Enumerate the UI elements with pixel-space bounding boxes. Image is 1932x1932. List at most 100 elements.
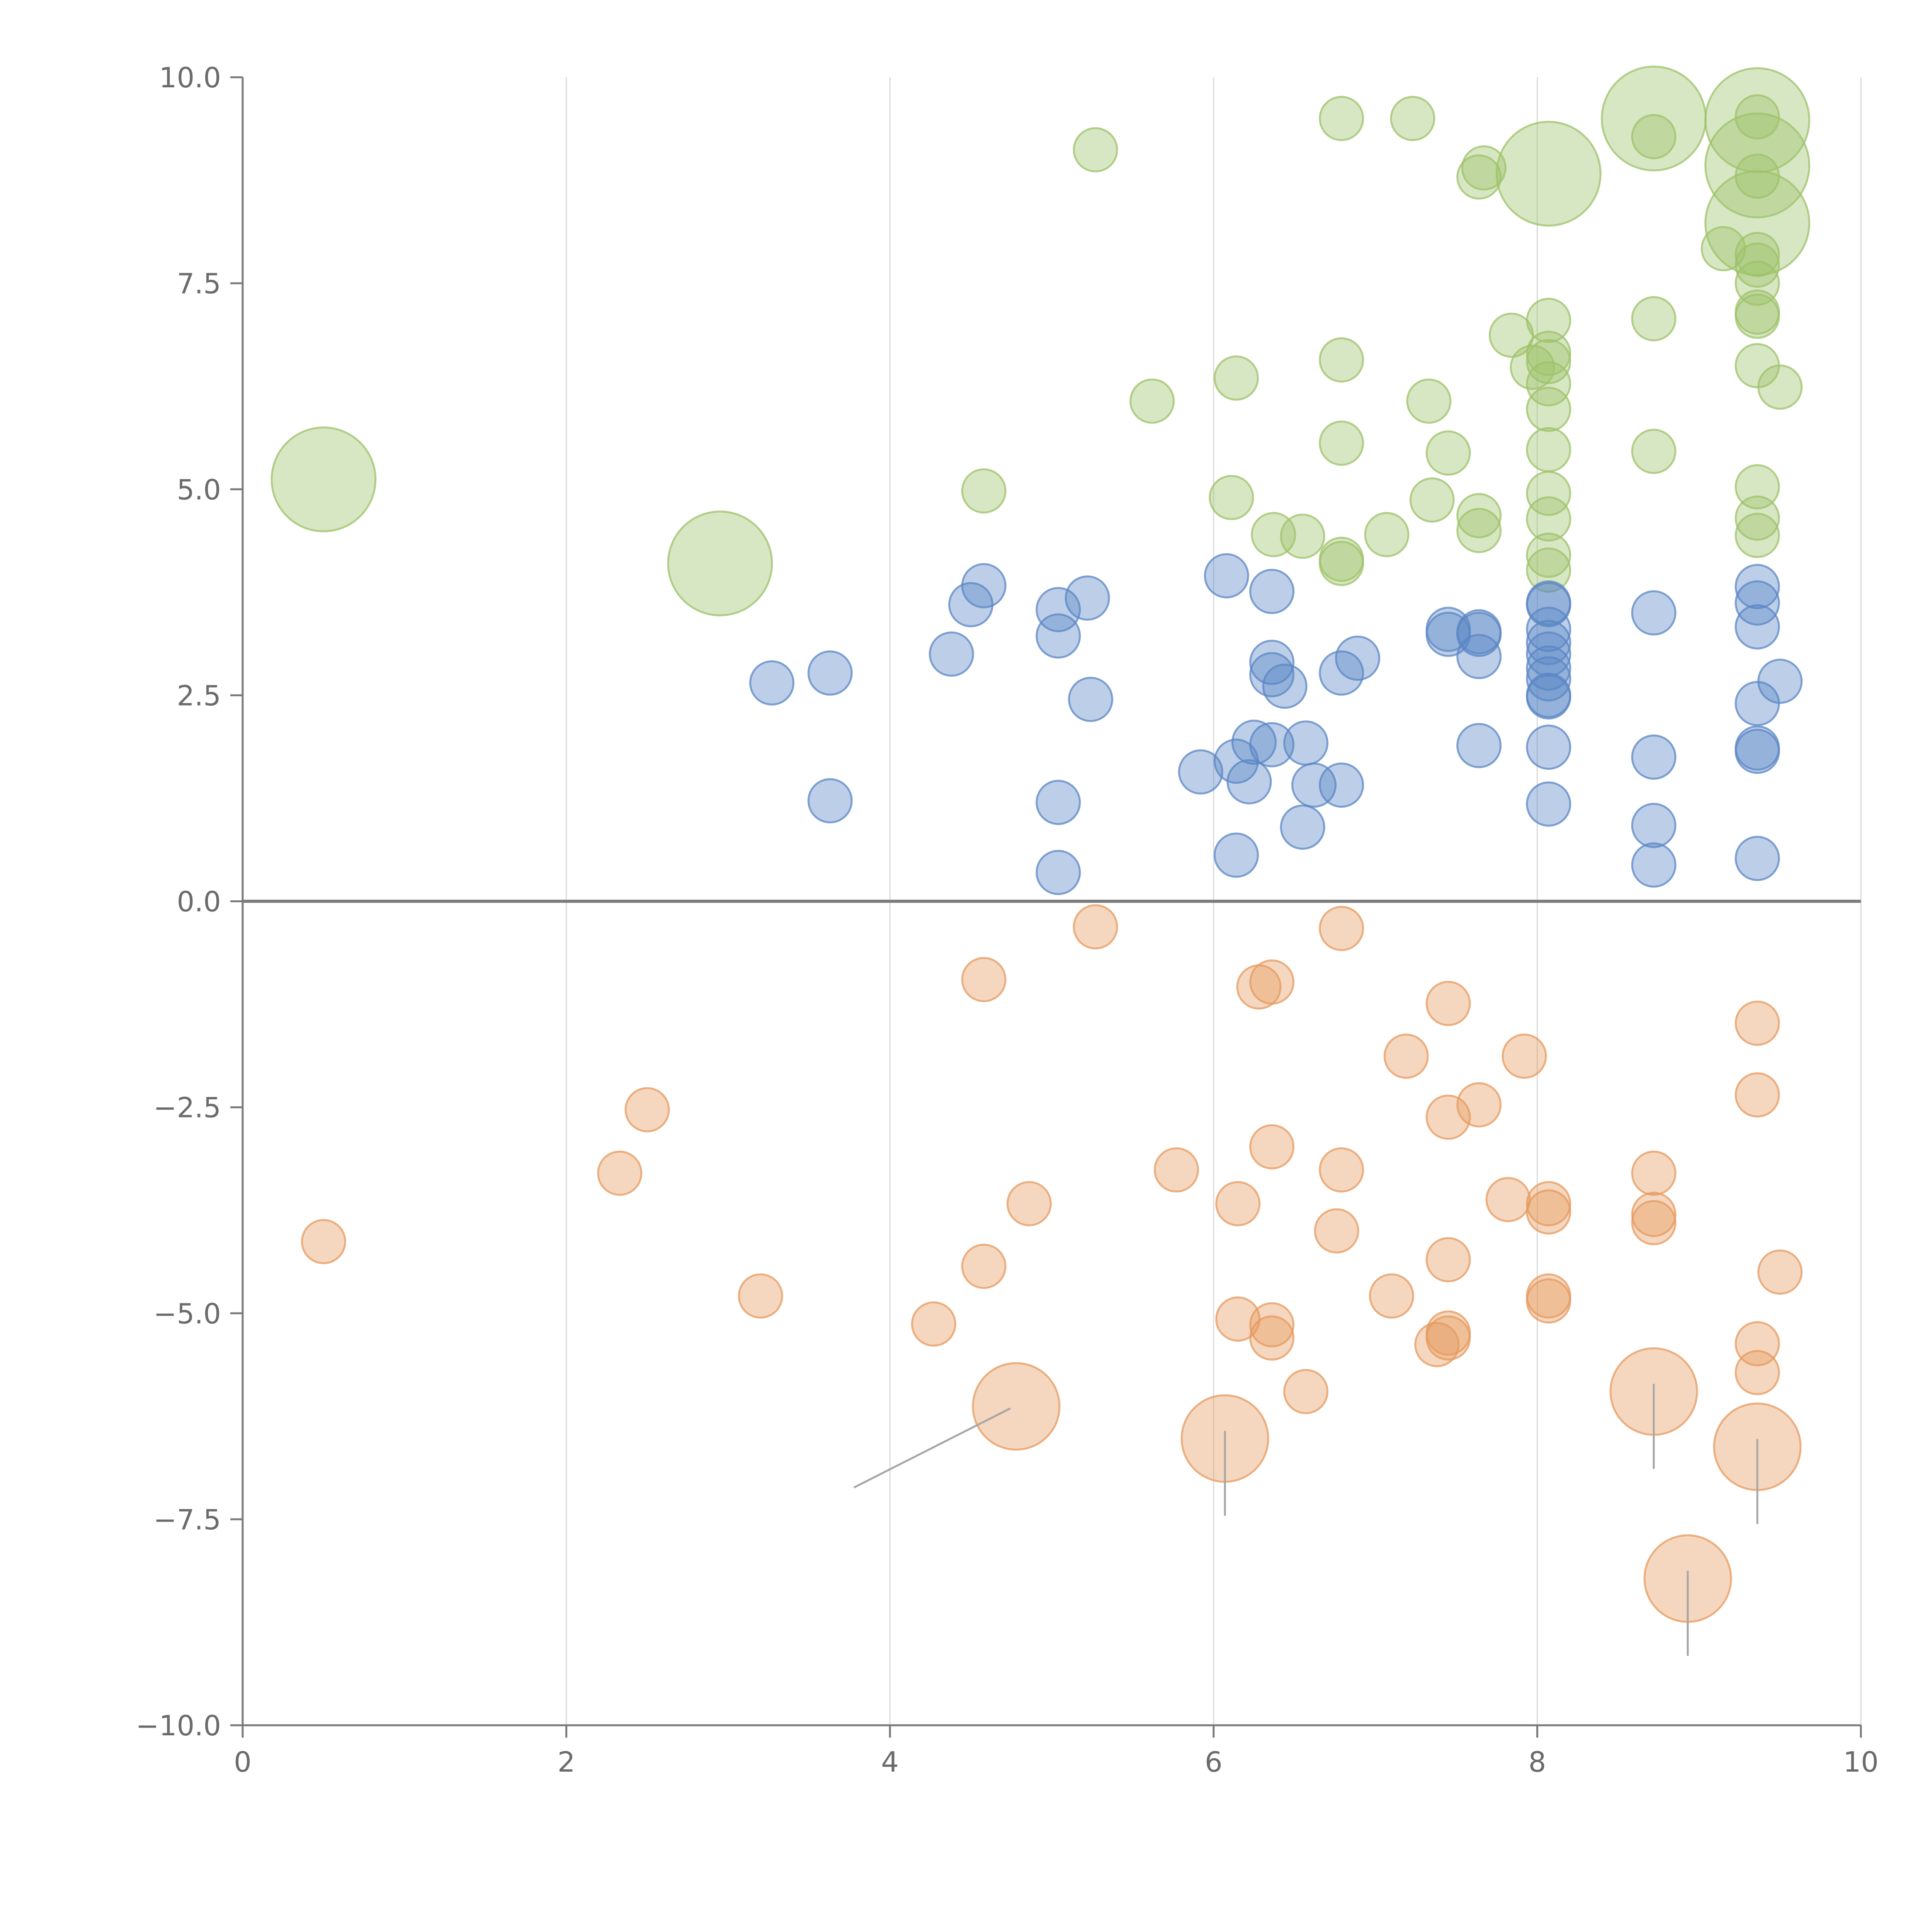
blue-bubble [961, 563, 1007, 609]
green-bubble [1209, 475, 1254, 520]
green-bubble [1319, 96, 1364, 141]
y-tick-label: 2.5 [177, 679, 221, 712]
green-bubble [1319, 337, 1364, 383]
green-bubble [1409, 477, 1455, 523]
orange-bubble [738, 1273, 783, 1319]
y-tick-label: −10.0 [136, 1709, 221, 1742]
y-tick-label: −5.0 [153, 1298, 221, 1330]
blue-bubble [1735, 836, 1780, 881]
green-bubble [1213, 355, 1259, 401]
x-tick-label: 10 [1843, 1746, 1879, 1778]
y-tick-label: −2.5 [153, 1092, 221, 1124]
x-tick-label: 6 [1205, 1746, 1223, 1778]
blue-bubble [1631, 734, 1677, 780]
blue-bubble [1526, 724, 1571, 770]
blue-bubble [1456, 634, 1502, 679]
blue-bubble [1735, 728, 1780, 774]
blue-bubble [1526, 674, 1571, 720]
blue-bubble [1735, 604, 1780, 650]
blue-bubble [1526, 582, 1571, 628]
orange-bubble [597, 1150, 643, 1196]
orange-bubble [1735, 1350, 1780, 1395]
blue-bubble [1036, 850, 1081, 895]
green-bubble [1704, 112, 1810, 219]
blue-bubble [1526, 620, 1571, 665]
orange-bubble [1425, 981, 1471, 1026]
leader-layer [853, 1384, 1759, 1656]
blue-bubble [807, 650, 853, 696]
blue-bubble [1036, 587, 1081, 633]
blue-bubble [1757, 658, 1803, 704]
green-bubble [1073, 127, 1118, 173]
blue-bubble [1526, 781, 1571, 827]
blue-bubble [1249, 639, 1295, 685]
blue-bubble [1456, 723, 1502, 768]
green-bubble [1456, 508, 1502, 553]
y-tick-label: −7.5 [153, 1503, 221, 1536]
blue-bubble [1526, 607, 1571, 652]
orange-bubble [1502, 1033, 1547, 1079]
x-tick-label: 4 [881, 1746, 899, 1778]
x-tick-label: 0 [234, 1746, 252, 1778]
blue-bubble [1735, 564, 1780, 609]
orange-bubble [1631, 1200, 1677, 1245]
axes-layer: 0 2 4 6 8 10 10.0 7.5 5.0 2.5 0.0 −2.5 −5.0 −7.5 −10.0 [136, 61, 1878, 1778]
blue-bubble [1280, 804, 1325, 850]
y-tick-label: 10.0 [159, 61, 221, 94]
orange-bubble [1249, 959, 1295, 1005]
green-bubble [1526, 427, 1571, 473]
green-bubble [1319, 541, 1364, 586]
blue-bubble [749, 660, 794, 706]
green-bubble [1631, 114, 1677, 160]
blue-bubble [1249, 722, 1295, 767]
blue-bubble [1631, 842, 1677, 888]
green-bubble [1456, 493, 1502, 538]
green-bubble [667, 510, 773, 617]
blue-bubble [1068, 677, 1114, 722]
green-bubble [1129, 378, 1175, 424]
orange-bubble [961, 957, 1007, 1002]
orange-bubble [1369, 1273, 1414, 1319]
blue-bubble [1036, 780, 1081, 825]
green-bubble [1461, 145, 1507, 191]
green-bubble [1735, 513, 1780, 558]
green-bubble [1390, 96, 1435, 141]
orange-bubble [301, 1219, 346, 1264]
green-bubble [961, 468, 1007, 514]
orange-bubble [1383, 1033, 1429, 1079]
blue-bubble [1178, 749, 1223, 795]
y-tick-label: 0.0 [177, 886, 221, 918]
orange-bubble [1006, 1181, 1052, 1226]
green-bubble [1735, 153, 1780, 199]
blue-bubble [1213, 832, 1259, 878]
blue-bubble [1631, 590, 1677, 636]
orange-bubble [1425, 1237, 1471, 1282]
green-bubble [270, 426, 377, 532]
orange-bubble [1425, 1094, 1471, 1140]
green-bubble [1704, 170, 1810, 276]
x-tick-label: 8 [1528, 1746, 1546, 1778]
blue-bubble [1204, 553, 1249, 599]
y-tick-label: 7.5 [177, 267, 221, 300]
orange-bubble [911, 1301, 956, 1347]
green-bubble [1526, 547, 1571, 593]
green-bubble [1406, 378, 1452, 424]
green-bubble [1735, 464, 1780, 510]
green-bubble [1701, 226, 1746, 272]
blue-bubble [929, 631, 974, 677]
blue-bubble [807, 778, 853, 823]
green-bubble [1425, 430, 1471, 476]
green-bubble [1319, 420, 1364, 466]
orange-bubble [1526, 1189, 1571, 1235]
orange-bubble [1485, 1177, 1531, 1222]
orange-bubble [624, 1087, 670, 1133]
green-bubble [1364, 512, 1410, 558]
orange-bubble [1735, 1072, 1780, 1118]
green-bubble [1526, 532, 1571, 578]
green-bubble [1631, 296, 1677, 342]
y-tick-label: 5.0 [177, 473, 221, 506]
orange-bubble [1073, 904, 1118, 950]
green-bubble [1735, 495, 1780, 541]
